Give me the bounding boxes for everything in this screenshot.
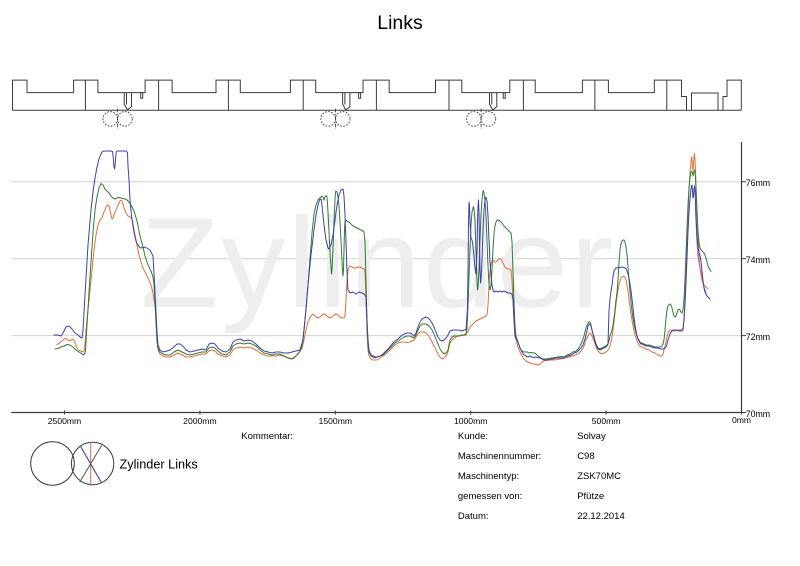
svg-text:Zylinder Links: Zylinder Links — [120, 458, 198, 472]
svg-text:Datum:: Datum: — [458, 511, 489, 522]
svg-text:gemessen von:: gemessen von: — [458, 491, 522, 502]
svg-text:72mm: 72mm — [746, 332, 770, 342]
svg-text:0mm: 0mm — [732, 415, 751, 425]
svg-text:C98: C98 — [577, 451, 594, 462]
svg-text:2500mm: 2500mm — [48, 416, 81, 426]
svg-text:Maschinentyp:: Maschinentyp: — [458, 471, 519, 482]
svg-text:1000mm: 1000mm — [454, 416, 487, 426]
svg-text:76mm: 76mm — [746, 178, 770, 188]
svg-text:ZSK70MC: ZSK70MC — [577, 471, 621, 482]
svg-text:Solvay: Solvay — [577, 431, 606, 442]
svg-text:1500mm: 1500mm — [319, 416, 352, 426]
svg-text:74mm: 74mm — [746, 255, 770, 265]
svg-text:Maschinennummer:: Maschinennummer: — [458, 451, 541, 462]
svg-text:2000mm: 2000mm — [183, 416, 216, 426]
svg-text:Zylinder: Zylinder — [140, 192, 615, 335]
svg-text:70mm: 70mm — [746, 409, 770, 419]
svg-text:Pfütze: Pfütze — [577, 491, 604, 502]
svg-text:22.12.2014: 22.12.2014 — [577, 511, 625, 522]
svg-text:500mm: 500mm — [592, 416, 621, 426]
svg-text:Links: Links — [377, 12, 423, 34]
svg-text:Kommentar:: Kommentar: — [241, 431, 293, 442]
svg-text:Kunde:: Kunde: — [458, 431, 488, 442]
